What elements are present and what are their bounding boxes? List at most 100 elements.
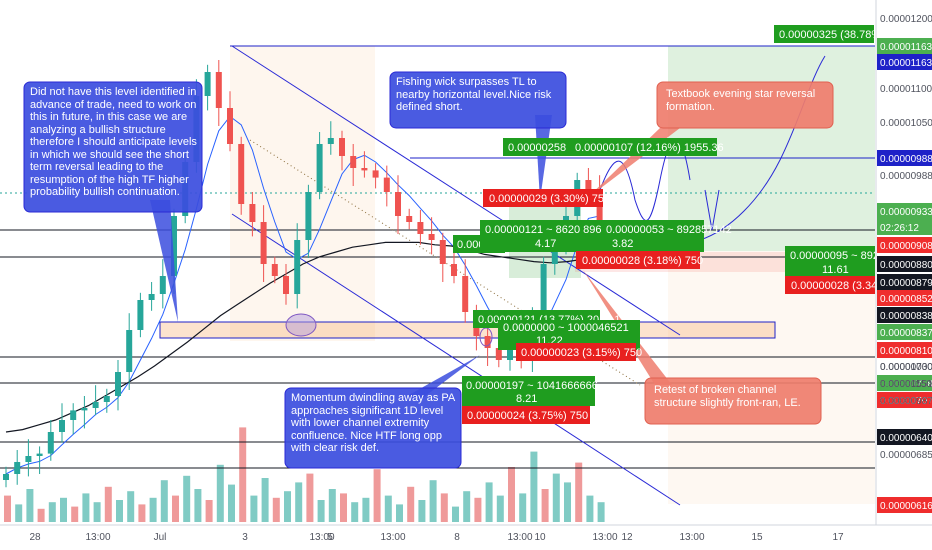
price-label: 0.00000707 — [880, 396, 932, 407]
label-r4-bg — [516, 343, 636, 361]
time-tick: 13:00 — [592, 532, 617, 543]
annotation-3-container: Textbook evening star reversal formation… — [666, 88, 816, 113]
label-g4-bg — [602, 220, 704, 252]
candle-body — [103, 396, 110, 402]
price-tick: 0.00001100 — [880, 84, 932, 95]
volume-bars — [4, 427, 605, 522]
volume-bar — [485, 482, 493, 522]
time-tick: 13:00 — [85, 532, 110, 543]
annotation-box-2[interactable] — [389, 71, 567, 129]
candle-body — [92, 402, 99, 408]
volume-bar — [138, 504, 146, 522]
highlight-ellipse-left — [285, 313, 317, 337]
time-tick: 13:00 — [309, 532, 334, 543]
candle-body — [495, 348, 502, 360]
candle-body — [428, 234, 435, 240]
price-label-bg — [877, 290, 932, 306]
label-g6a: 0.00000095 ~ 8928 — [790, 250, 885, 262]
volume-bar — [228, 484, 235, 522]
volume-bar — [172, 495, 179, 522]
candle-body — [171, 216, 177, 276]
volume-bar — [418, 500, 426, 522]
channel-midline — [249, 139, 641, 386]
volume-bar — [429, 480, 437, 522]
candle-body — [294, 240, 301, 294]
time-tick: 15 — [751, 532, 763, 543]
annotation-2-text: Fishing wick surpasses TL to nearby hori… — [396, 76, 552, 113]
price-label: 0.00000616 — [880, 501, 932, 512]
volume-bar — [519, 493, 527, 522]
time-tick: Jul — [154, 532, 167, 543]
price-label-bg — [877, 429, 932, 445]
price-label: 0.00000908 — [880, 241, 932, 252]
candle-body — [462, 276, 469, 312]
candle-body — [238, 144, 245, 204]
price-tick: 0.00000685 — [880, 450, 932, 461]
price-label-bg — [877, 392, 932, 408]
label-r2-bg — [576, 251, 700, 269]
price-label: 0.00000852 — [880, 294, 932, 305]
trade-labels: 0.00000325 (38.78%) 0.00000258 0.0000010… — [453, 25, 885, 424]
label-target-bg — [774, 25, 874, 43]
channel-upper-line — [231, 45, 681, 336]
candle-body — [316, 144, 323, 192]
price-label: 0.00000988 — [880, 154, 932, 165]
time-axis[interactable]: 28 13:00 Jul 3 13:005 13:00 8 13:00 10 13:00 12 13:… — [29, 532, 844, 543]
time-tick: 8 — [454, 532, 460, 543]
volume-bar — [261, 478, 269, 522]
candle-body — [215, 72, 222, 108]
volume-bar — [552, 473, 560, 522]
annotation-box-1[interactable] — [23, 81, 203, 213]
price-label: 0.00000933 — [880, 207, 932, 218]
support-zone — [159, 321, 776, 339]
time-tick: 17 — [832, 532, 844, 543]
volume-bar — [82, 493, 90, 522]
label-r1-bg — [483, 189, 603, 207]
candle-body — [126, 330, 133, 372]
label-g3a: 0.00000121 ~ 8620 8965 — [485, 224, 608, 236]
price-tick: 0.00001200 — [880, 14, 932, 25]
label-r5: 0.00000024 (3.75%) 750 — [467, 410, 588, 422]
candle-body — [484, 336, 491, 348]
price-label-bg — [877, 307, 932, 323]
label-r3: 0.00000028 (3.349 — [791, 280, 883, 292]
volume-bar — [452, 506, 459, 522]
label-r1: 0.00000029 (3.30%) 750 — [489, 193, 610, 205]
annotation-2-container: Fishing wick surpasses TL to nearby hori… — [396, 76, 552, 113]
price-label-bg — [877, 219, 932, 235]
price-label: 0.00000879 — [880, 278, 932, 289]
label-g4a: 0.00000053 ~ 892857142 — [606, 224, 732, 236]
annotation-4-container: Momentum dwindling away as PA approaches… — [291, 392, 455, 454]
time-tick: 13:00 — [380, 532, 405, 543]
price-label-bg — [877, 497, 932, 513]
volume-bar — [474, 497, 482, 522]
annotation-5-container: Retest of broken channel structure sligh… — [654, 384, 801, 409]
label-g3b: 4.17 — [535, 238, 556, 250]
candle-body — [585, 180, 592, 192]
volume-bar — [26, 489, 34, 522]
candle-body — [3, 474, 9, 480]
volume-bar — [564, 482, 571, 522]
price-tick: 0.00000987 — [880, 396, 932, 407]
price-tick: 0.00001050 — [880, 118, 932, 129]
price-label: 0.00000838 — [880, 311, 932, 322]
volume-bar — [362, 497, 370, 522]
candle-body — [14, 462, 21, 474]
volume-bar — [328, 489, 336, 522]
volume-bar — [440, 493, 448, 522]
volume-bar — [384, 495, 392, 522]
candle-body — [36, 453, 43, 456]
volume-bar — [48, 502, 56, 522]
annotation-box-4[interactable] — [284, 387, 462, 469]
annotation-3-text: Textbook evening star reversal formation… — [666, 88, 816, 113]
label-g4b: 3.82 — [612, 238, 633, 250]
annotation-box-3[interactable] — [656, 81, 834, 129]
volume-bar — [373, 469, 381, 522]
label-g2: 0.00000107 (12.16%) 1955.36 — [575, 142, 724, 154]
price-label: 0.00001163 — [880, 42, 932, 53]
volume-bar — [496, 495, 504, 522]
price-axis[interactable]: 0.00001200 0.00001100 0.00001050 0.00000988… — [877, 14, 932, 513]
volume-bar — [284, 491, 291, 522]
annotation-box-5[interactable] — [644, 377, 822, 425]
